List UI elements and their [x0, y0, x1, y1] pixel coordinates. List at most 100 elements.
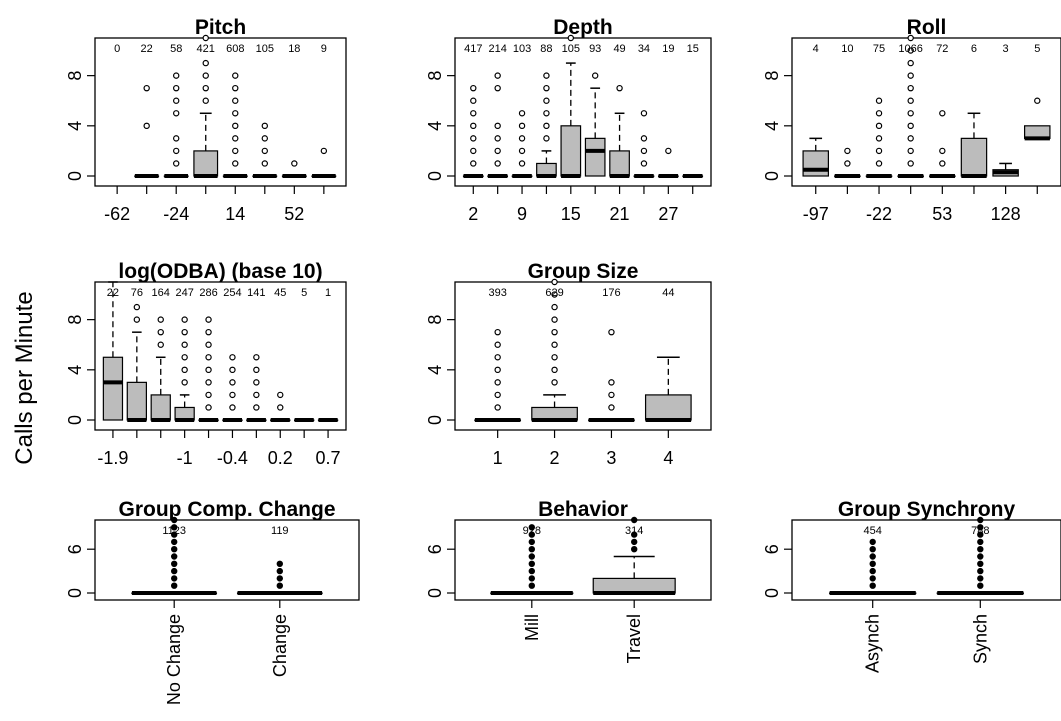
x-tick-label: -22	[866, 204, 892, 224]
outlier-point	[202, 59, 209, 67]
x-tick-label: No Change	[164, 614, 184, 705]
outlier-point	[170, 553, 178, 560]
outlier-point	[528, 582, 536, 589]
y-tick-label: 4	[65, 121, 85, 131]
outlier-point	[616, 84, 623, 92]
outlier-point	[232, 72, 239, 79]
y-tick-label: 0	[762, 171, 782, 181]
outlier-point	[875, 160, 883, 167]
panel-5: Group Size 0 4 8 393 629 176 44 1 2 3 4	[425, 260, 712, 468]
outlier-point	[640, 135, 648, 142]
outlier-point	[518, 147, 526, 155]
outlier-point	[977, 560, 984, 568]
outlier-point	[276, 567, 283, 575]
outlier-point	[494, 160, 501, 167]
outlier-point	[551, 303, 558, 311]
outlier-point	[470, 160, 477, 167]
box-iqr	[193, 150, 219, 177]
x-tick-label: Asynch	[863, 614, 883, 673]
y-tick-label: 0	[762, 588, 782, 598]
panel-title: Behavior	[538, 498, 628, 521]
outlier-point	[173, 135, 180, 142]
outlier-point	[170, 546, 178, 553]
outlier-point	[181, 354, 188, 361]
count-label: 176	[602, 287, 620, 299]
x-tick-label: -97	[803, 204, 829, 224]
outlier-point	[528, 546, 536, 553]
outlier-point	[205, 328, 212, 336]
outlier-point	[261, 147, 268, 155]
outlier-point	[608, 404, 615, 411]
panel-title: Group Size	[528, 260, 639, 283]
count-label: 105	[562, 43, 580, 55]
outlier-point	[170, 538, 178, 546]
outlier-point	[232, 110, 239, 117]
y-tick-label: 8	[762, 71, 782, 81]
outlier-point	[202, 97, 209, 104]
panel-8: Group Synchrony 0 6 454 788 Asynch Synch	[762, 498, 1061, 673]
box-iqr	[609, 150, 630, 177]
count-label: 3	[1003, 43, 1009, 55]
x-tick-label: 15	[561, 204, 581, 224]
outlier-point	[494, 341, 501, 348]
outlier-point	[869, 567, 876, 575]
outlier-point	[202, 34, 209, 42]
count-label: 9	[321, 43, 327, 55]
outlier-point	[518, 135, 526, 142]
outlier-point	[181, 379, 188, 386]
outlier-point	[205, 341, 212, 348]
outlier-point	[291, 160, 298, 167]
count-label: 1123	[162, 525, 186, 537]
outlier-point	[232, 147, 239, 155]
count-label: 22	[107, 287, 119, 299]
y-tick-label: 4	[762, 121, 782, 131]
outlier-point	[591, 72, 599, 79]
outlier-point	[205, 391, 212, 399]
outlier-point	[551, 328, 558, 336]
outlier-point	[170, 582, 178, 589]
outlier-point	[528, 567, 536, 575]
outlier-point	[543, 97, 550, 104]
x-tick-label: Synch	[970, 614, 990, 664]
outlier-point	[907, 72, 914, 79]
count-label: 19	[662, 43, 674, 55]
outlier-point	[170, 531, 178, 538]
outlier-point	[232, 97, 239, 104]
outlier-point	[202, 72, 209, 79]
outlier-point	[229, 404, 236, 411]
outlier-point	[494, 404, 501, 411]
outlier-point	[277, 404, 284, 411]
outlier-point	[907, 135, 914, 142]
outlier-point	[528, 560, 536, 568]
outlier-point	[494, 122, 501, 130]
outlier-point	[181, 366, 188, 374]
x-tick-label: 9	[517, 204, 527, 224]
outlier-point	[543, 122, 550, 130]
outlier-point	[567, 34, 575, 42]
count-label: 18	[288, 43, 300, 55]
outlier-point	[494, 72, 501, 79]
x-tick-label: 2	[550, 448, 560, 468]
x-tick-label: Change	[270, 614, 290, 677]
outlier-point	[494, 328, 501, 336]
outlier-point	[170, 516, 178, 524]
outlier-point	[977, 516, 984, 524]
y-tick-label: 0	[65, 415, 85, 425]
outlier-point	[869, 582, 876, 589]
count-label: 15	[687, 43, 699, 55]
y-tick-label: 0	[425, 588, 445, 598]
outlier-point	[640, 160, 648, 167]
outlier-point	[907, 97, 914, 104]
outlier-point	[844, 160, 851, 167]
outlier-point	[907, 59, 914, 67]
outlier-point	[907, 122, 914, 130]
y-tick-label: 6	[65, 544, 85, 554]
outlier-point	[551, 278, 558, 286]
count-label: 5	[1034, 43, 1040, 55]
outlier-point	[494, 135, 501, 142]
outlier-point	[173, 147, 180, 155]
outlier-point	[276, 560, 283, 568]
x-tick-label: Mill	[522, 614, 542, 641]
box-iqr	[802, 150, 829, 177]
